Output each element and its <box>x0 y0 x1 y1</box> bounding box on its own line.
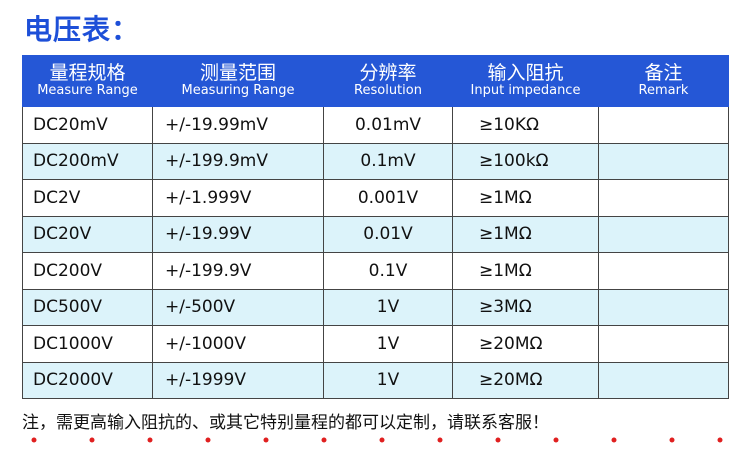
table-cell <box>598 252 729 290</box>
table-cell: DC2000V <box>22 361 153 399</box>
decoration-dots <box>31 437 723 443</box>
table-cell: +/-1999V <box>152 361 324 399</box>
table-cell <box>598 142 729 180</box>
table-row: DC500V +/-500V 1V ≥3MΩ <box>22 288 729 326</box>
footer-note: 注，需更高输入阻抗的、或其它特别量程的都可以定制，请联系客服！ <box>22 413 549 433</box>
column-header: 量程规格 Measure Range <box>22 55 153 107</box>
table-cell: 1V <box>323 325 453 363</box>
table-cell <box>598 288 729 326</box>
table-cell: +/-19.99mV <box>152 106 324 144</box>
table-cell: ≥1MΩ <box>452 215 599 253</box>
table-cell: 0.001V <box>323 179 453 217</box>
column-header-zh: 输入阻抗 <box>487 61 564 84</box>
title: 电压表： <box>24 13 141 46</box>
column-header-en: Input impedance <box>470 83 581 99</box>
table-cell: DC200V <box>22 252 153 290</box>
column-header: 分辨率 Resolution <box>323 55 453 107</box>
table-cell: DC500V <box>22 288 153 326</box>
column-header-en: Measure Range <box>37 83 138 99</box>
table-cell: 0.01V <box>323 215 453 253</box>
table-row: DC20V +/-19.99V 0.01V ≥1MΩ <box>22 215 729 253</box>
table-cell: DC1000V <box>22 325 153 363</box>
table-cell: ≥3MΩ <box>452 288 599 326</box>
table-cell: DC200mV <box>22 142 153 180</box>
table-cell: 1V <box>323 361 453 399</box>
column-header-zh: 分辨率 <box>359 61 417 84</box>
table-cell <box>598 361 729 399</box>
table-cell: ≥20MΩ <box>452 325 599 363</box>
table-cell <box>598 179 729 217</box>
header-row: 量程规格 Measure Range 测量范围 Measuring Range 分辨率 R… <box>22 55 729 107</box>
table-row: DC200mV +/-199.9mV 0.1mV ≥100kΩ <box>22 142 729 180</box>
column-header: 输入阻抗 Input impedance <box>452 55 599 107</box>
table-row: DC200V +/-199.9V 0.1V ≥1MΩ <box>22 252 729 290</box>
column-header-en: Measuring Range <box>181 83 295 99</box>
table-cell: 0.01mV <box>323 106 453 144</box>
column-header-zh: 测量范围 <box>199 61 276 84</box>
column-header-zh: 备注 <box>644 61 683 84</box>
table-cell: 1V <box>323 288 453 326</box>
table-cell: ≥1MΩ <box>452 252 599 290</box>
table-cell <box>598 215 729 253</box>
table-cell: ≥1MΩ <box>452 179 599 217</box>
table-cell: +/-199.9mV <box>152 142 324 180</box>
table-cell: +/-19.99V <box>152 215 324 253</box>
column-header-en: Remark <box>638 83 689 99</box>
table-cell <box>598 106 729 144</box>
table-cell: ≥20MΩ <box>452 361 599 399</box>
table-cell: +/-1000V <box>152 325 324 363</box>
table-row: DC20mV +/-19.99mV 0.01mV ≥10KΩ <box>22 106 729 144</box>
table-cell: DC20mV <box>22 106 153 144</box>
table-cell: ≥10KΩ <box>452 106 599 144</box>
table-row: DC2000V +/-1999V 1V ≥20MΩ <box>22 361 729 399</box>
table-cell: 0.1V <box>323 252 453 290</box>
column-header-zh: 量程规格 <box>49 61 126 84</box>
table-cell: +/-199.9V <box>152 252 324 290</box>
column-header: 测量范围 Measuring Range <box>152 55 324 107</box>
column-header-en: Resolution <box>354 83 422 99</box>
table-row: DC2V +/-1.999V 0.001V ≥1MΩ <box>22 179 729 217</box>
table-row: DC1000V +/-1000V 1V ≥20MΩ <box>22 325 729 363</box>
table-cell: +/-500V <box>152 288 324 326</box>
column-header: 备注 Remark <box>598 55 729 107</box>
spec-table: 量程规格 Measure Range 测量范围 Measuring Range 分辨率 R… <box>22 55 729 399</box>
table-cell: +/-1.999V <box>152 179 324 217</box>
table-cell <box>598 325 729 363</box>
table-cell: DC2V <box>22 179 153 217</box>
table-cell: 0.1mV <box>323 142 453 180</box>
table-cell: DC20V <box>22 215 153 253</box>
table-cell: ≥100kΩ <box>452 142 599 180</box>
